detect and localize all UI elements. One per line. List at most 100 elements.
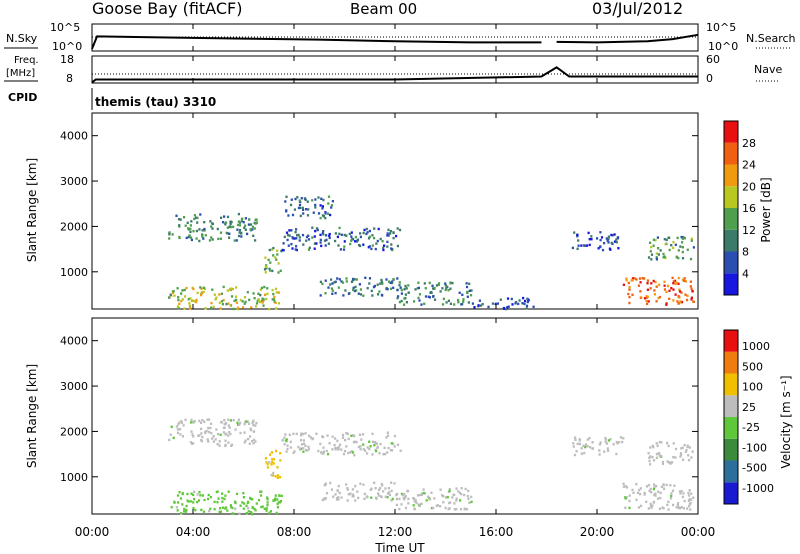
velocity-cell [182,424,185,427]
power-cell [214,298,217,301]
power-cell [447,299,450,302]
velocity-cell [387,487,391,490]
power-cell [650,282,653,285]
power-cell [286,233,290,237]
xtick-label: 12:00 [378,525,413,539]
power-cell [260,286,264,290]
velocity-cell [679,455,682,458]
power-cell [243,296,247,299]
power-cell [398,281,401,284]
velocity-cell [655,484,658,488]
velocity-cell [432,506,435,510]
power-cell [272,254,275,257]
power-cell [444,282,447,285]
power-cell [617,247,620,250]
power-cell [295,248,298,252]
power-cell [241,217,244,220]
power-cell [264,265,267,268]
power-cell [633,277,636,280]
velocity-cell [420,502,423,505]
velocity-cell [390,481,393,484]
velocity-cell [687,454,690,457]
velocity-cell [690,498,693,501]
power-cell [295,228,298,231]
power-cell [376,283,379,286]
power-cell [371,244,374,247]
velocity-cell [307,445,310,448]
velocity-cell [643,493,646,496]
power-cell [336,277,339,280]
velocity-cell [604,438,607,441]
velocity-cell [212,440,215,443]
velocity-cell [227,418,230,421]
power-cell [333,281,336,284]
velocity-cell [184,418,187,422]
power-cell [370,247,373,251]
power-cell [359,293,363,296]
velocity-cell [178,421,181,424]
velocity-cell [362,448,365,451]
velocity-cell [221,492,224,495]
power-cell [588,243,591,247]
velocity-cell [455,499,458,502]
power-cell [672,299,675,302]
velocity-cell [279,452,282,455]
velocity-cell [319,442,322,446]
power-cell [277,302,281,305]
power-cell [588,238,591,241]
velocity-cell [448,489,451,493]
power-cell [244,224,247,227]
xtick-label: 08:00 [277,525,312,539]
power-cell [365,232,368,236]
velocity-cell [682,507,685,510]
power-cell [264,256,267,259]
velocity-cell [245,504,248,507]
power-cell [643,297,647,300]
power-cell [631,277,634,280]
velocity-cell [170,506,173,509]
velocity-cell [347,493,350,496]
beam-title: Beam 00 [350,0,417,18]
velocity-cell [320,451,323,454]
power-cell [338,232,341,236]
power-cell [331,282,334,285]
power-cell [276,249,279,252]
power-cell [238,231,241,234]
power-cell [378,290,381,293]
freq-tick-low: 8 [66,72,73,85]
power-cell [210,225,213,228]
power-cell [171,291,174,294]
power-cell [289,203,293,207]
velocity-cell [268,461,271,464]
power-cell [275,258,278,261]
velocity-cell [449,501,452,504]
velocity-cell [254,440,257,443]
velocity-cell [653,493,656,497]
velocity-cell [352,494,355,498]
velocity-cell [260,505,263,509]
power-cell [229,225,232,229]
power-cell [232,225,235,229]
velocity-cell [334,493,337,496]
velocity-cell [393,482,396,485]
power-cell [235,286,238,289]
power-cell [202,286,205,289]
power-cell [330,287,333,290]
power-cell [307,248,311,251]
velocity-cell [216,443,219,446]
power-scatter-cells [168,195,695,311]
power-cell [217,237,220,241]
power-cell [241,300,244,303]
power-cell [683,237,686,240]
velocity-cell [574,438,577,441]
power-cell [199,286,202,289]
power-cell [368,245,371,248]
power-cell [316,228,319,232]
velocity-cell [682,492,685,495]
power-cell [322,230,325,233]
velocity-cell [251,439,254,443]
power-cell [525,304,529,308]
velocity-cell [624,506,627,509]
velocity-cell [274,499,277,502]
velocity-cell [172,436,175,440]
